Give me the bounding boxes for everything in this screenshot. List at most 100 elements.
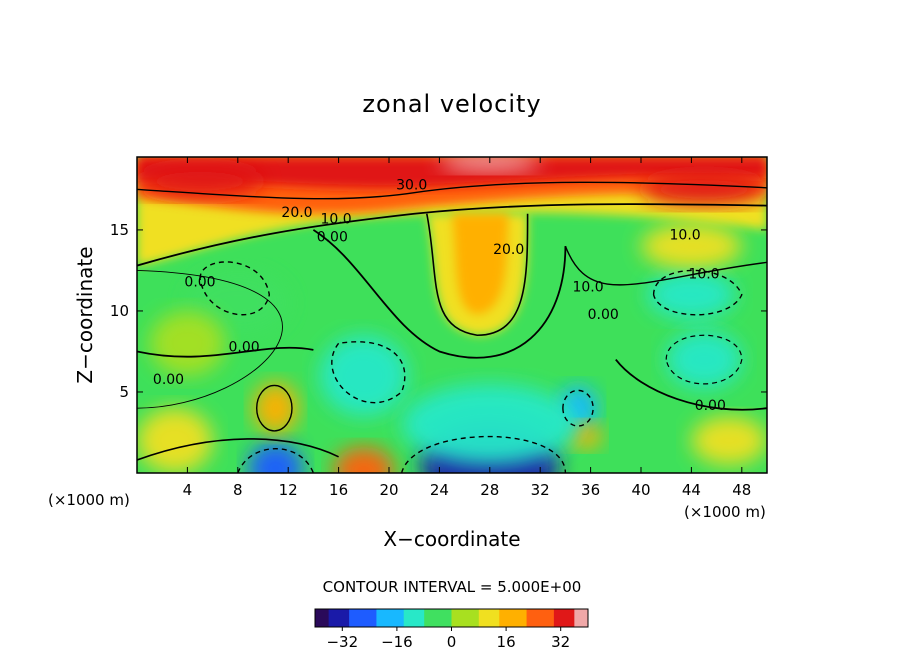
field-feature — [319, 335, 408, 417]
x-tick-label: 4 — [183, 481, 193, 499]
contour-line — [665, 334, 743, 385]
field-feature — [401, 383, 578, 465]
contour-label: 20.0 — [281, 205, 312, 221]
colorbar-tick-label: 32 — [551, 633, 570, 651]
field-feature — [439, 157, 541, 172]
y-axis-ticks: 5 10 15 — [110, 221, 767, 401]
colorbar-cell — [369, 609, 377, 627]
contour-label: 10.0 — [670, 228, 701, 244]
colorbar-cell — [512, 609, 521, 627]
contour-label: 10.0 — [572, 280, 603, 296]
colorbar-tick-label: 16 — [497, 633, 516, 651]
colorbar-cell — [526, 609, 534, 627]
y-tick-label: 10 — [110, 302, 129, 320]
x-tick-label: 48 — [732, 481, 751, 499]
contour-label: 0.00 — [588, 307, 619, 323]
colorbar-cell — [383, 609, 391, 627]
contour-line — [237, 448, 315, 473]
x-tick-label: 20 — [379, 481, 398, 499]
colorbar-tick-label: −16 — [381, 633, 413, 651]
contour-label: 0.00 — [695, 398, 726, 414]
colorbar-cell — [349, 609, 357, 627]
contour-line — [331, 341, 406, 404]
colorbar-cell — [553, 609, 562, 627]
contour-line — [256, 384, 293, 432]
colorbar-cell — [567, 609, 575, 627]
contour-line — [564, 245, 767, 286]
contour-label: 30.0 — [396, 177, 427, 193]
colorbar-cell — [465, 609, 473, 627]
field-feature — [247, 442, 304, 473]
field-feature — [691, 416, 767, 465]
colorbar-cell — [335, 609, 343, 627]
colorbar-tick-label: −32 — [326, 633, 358, 651]
y-tick-label: 5 — [119, 383, 129, 401]
colorbar-cell — [362, 609, 371, 627]
colorbar-cell — [485, 609, 493, 627]
field-feature — [137, 408, 213, 473]
chart-title: zonal velocity — [362, 90, 541, 118]
field-feature — [641, 223, 742, 269]
x-tick-label: 16 — [329, 481, 348, 499]
contour-line — [312, 229, 567, 359]
contour-line — [426, 213, 529, 337]
colorbar-cell — [376, 609, 384, 627]
colorbar-cell — [342, 609, 350, 627]
colorbar-cell — [533, 609, 541, 627]
colorbar-cell — [540, 609, 548, 627]
colorbar-cell — [390, 609, 398, 627]
field-feature — [137, 165, 263, 198]
colorbar-cell — [355, 609, 364, 627]
contour-line — [137, 346, 314, 358]
field-feature — [647, 270, 736, 320]
colorbar-cell — [424, 609, 432, 627]
contour-label: 10.0 — [320, 211, 351, 227]
contour-line — [137, 269, 283, 409]
x-tick-label: 36 — [581, 481, 600, 499]
colorbar-cell — [437, 609, 446, 627]
x-axis-label: X−coordinate — [383, 527, 520, 551]
y-axis-label: Z−coordinate — [73, 246, 97, 383]
contour-label: 10.0 — [688, 267, 719, 283]
colorbar-cell — [328, 609, 336, 627]
colorbar-cell — [560, 609, 569, 627]
contour-label: 20.0 — [493, 242, 524, 258]
colorbar-cell — [396, 609, 405, 627]
x-tick-label: 12 — [279, 481, 298, 499]
plot-area — [137, 157, 767, 473]
colorbar-cell — [315, 609, 323, 627]
contour-label: 0.00 — [229, 339, 260, 355]
colorbar-cell — [547, 609, 555, 627]
colorbar-ticks: −32 −16 0 16 32 — [326, 627, 570, 651]
colorbar-cell — [519, 609, 528, 627]
contour-label: 0.00 — [184, 275, 215, 291]
x-unit-right: (×1000 m) — [684, 503, 766, 521]
warm-tongue-orange — [452, 213, 509, 315]
contour-lines — [137, 181, 767, 473]
colorbar-cell — [431, 609, 439, 627]
colorbar-tick-label: 0 — [447, 633, 457, 651]
contour-line — [137, 203, 767, 267]
colorbar-cell — [458, 609, 466, 627]
contour-label: 0.00 — [153, 372, 184, 388]
colorbar: −32 −16 0 16 32 — [314, 608, 589, 651]
colorbar-cell — [574, 609, 582, 627]
contour-label: 0.00 — [317, 229, 348, 245]
colorbar-cell — [471, 609, 480, 627]
colorbar-cell — [321, 609, 330, 627]
x-tick-label: 40 — [631, 481, 650, 499]
field-feature — [666, 330, 742, 389]
contour-line — [137, 438, 339, 461]
x-tick-label: 24 — [430, 481, 449, 499]
contour-line — [400, 435, 567, 473]
x-tick-label: 44 — [682, 481, 701, 499]
x-unit-left: (×1000 m) — [48, 491, 130, 509]
contour-line — [652, 269, 743, 316]
field-shading — [137, 157, 767, 473]
colorbar-cell — [581, 609, 589, 627]
colorbar-cell — [417, 609, 425, 627]
colorbar-cell — [499, 609, 507, 627]
colorbar-cell — [478, 609, 487, 627]
colorbar-cell — [410, 609, 418, 627]
